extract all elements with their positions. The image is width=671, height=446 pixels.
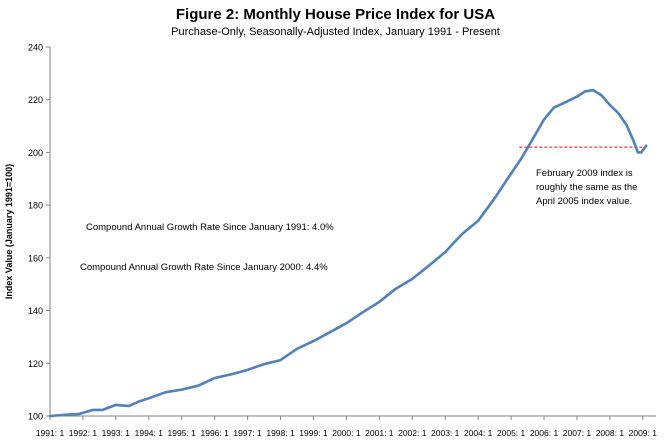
- axes: [46, 46, 656, 420]
- y-tick-label: 100: [28, 412, 43, 422]
- x-tick-label: 2003: 1: [431, 428, 460, 438]
- y-tick-label: 180: [28, 201, 43, 211]
- x-tick-label: 1995: 1: [168, 428, 197, 438]
- x-tick-label: 1994: 1: [135, 428, 164, 438]
- x-tick-label: 1998: 1: [266, 428, 295, 438]
- x-tick-label: 2000: 1: [332, 428, 361, 438]
- annotations: February 2009 index is roughly the same a…: [80, 168, 637, 273]
- cagr-note: Compound Annual Growth Rate Since Januar…: [86, 222, 334, 233]
- annotation-text: February 2009 index is: [536, 168, 633, 179]
- y-tick-label: 160: [28, 253, 43, 263]
- x-tick-label: 2001: 1: [365, 428, 394, 438]
- annotation-text: roughly the same as the: [536, 182, 637, 193]
- x-tick-label: 2005: 1: [497, 428, 526, 438]
- x-tick-label: 1997: 1: [233, 428, 262, 438]
- y-tick-label: 140: [28, 306, 43, 316]
- cagr-note: Compound Annual Growth Rate Since Januar…: [80, 262, 328, 273]
- x-tick-label: 2004: 1: [464, 428, 493, 438]
- chart-subtitle: Purchase-Only, Seasonally-Adjusted Index…: [171, 26, 500, 38]
- x-tick-label: 1996: 1: [200, 428, 229, 438]
- x-tick-label: 1993: 1: [102, 428, 131, 438]
- annotation-text: April 2005 index value.: [536, 196, 632, 207]
- x-tick-label: 1991: 1: [36, 428, 65, 438]
- x-tick-label: 2007: 1: [563, 428, 592, 438]
- x-tick-label: 2002: 1: [398, 428, 427, 438]
- x-tick-label: 1992: 1: [69, 428, 98, 438]
- x-tick-label: 2009: 1: [629, 428, 658, 438]
- y-tick-label: 240: [28, 43, 43, 53]
- chart-title: Figure 2: Monthly House Price Index for …: [175, 6, 496, 23]
- tick-labels: 100 120 140 160 180 200 220 240 1991: 1 1992: 1 19…: [4, 43, 657, 439]
- y-tick-label: 200: [28, 148, 43, 158]
- x-tick-label: 1999: 1: [299, 428, 328, 438]
- hpi-series-line: [48, 88, 648, 418]
- y-tick-label: 120: [28, 359, 43, 369]
- y-tick-label: 220: [28, 95, 43, 105]
- x-tick-label: 2008: 1: [596, 428, 625, 438]
- y-axis-title: Index Value (January 1991=100): [4, 164, 14, 299]
- x-tick-label: 2006: 1: [530, 428, 559, 438]
- series-group: [48, 88, 648, 418]
